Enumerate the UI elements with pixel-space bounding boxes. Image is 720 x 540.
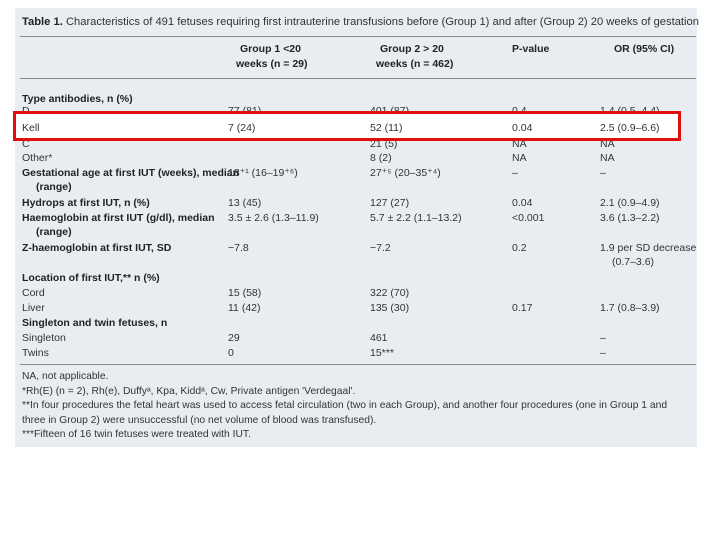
note: NA, not applicable.	[22, 371, 109, 382]
cell: 0.04	[512, 197, 533, 209]
cell: <0.001	[512, 212, 545, 224]
cell: NA	[600, 138, 615, 150]
rule	[20, 36, 696, 37]
row-label: Other*	[22, 152, 53, 164]
row-label: Type antibodies, n (%)	[22, 93, 133, 105]
highlight-box	[13, 111, 681, 141]
rule	[20, 78, 696, 79]
cell: NA	[512, 138, 527, 150]
cell: 0.2	[512, 242, 527, 254]
cell: 127 (27)	[370, 197, 410, 209]
row-label: Hydrops at first IUT, n (%)	[22, 197, 150, 209]
cell: 15 (58)	[228, 287, 262, 299]
column-header: weeks (n = 462)	[376, 58, 454, 70]
cell: 1.9 per SD decrease (0.7–3.6)	[600, 242, 697, 268]
cell: −7.8	[228, 242, 249, 254]
note: *Rh(E) (n = 2), Rh(e), Duffyᵃ, Kpa, Kidd…	[22, 385, 356, 397]
cell: NA	[512, 152, 527, 164]
cell: 13 (45)	[228, 197, 262, 209]
row-label: Singleton and twin fetuses, n	[22, 317, 168, 329]
cell: 322 (70)	[370, 287, 410, 299]
row-label: Z-haemoglobin at first IUT, SD	[22, 242, 172, 254]
note: ***Fifteen of 16 twin fetuses were treat…	[22, 429, 251, 440]
row-label: Kell	[22, 122, 40, 134]
cell: −7.2	[370, 242, 391, 254]
cell: 135 (30)	[370, 302, 410, 314]
cell: 3.5 ± 2.6 (1.3–11.9)	[228, 212, 319, 224]
row-label: Liver	[22, 302, 45, 314]
column-header: Group 1 <20	[240, 43, 301, 55]
cell: 7 (24)	[228, 122, 256, 134]
row-label: Cord	[22, 287, 45, 299]
cell: 2.5 (0.9–6.6)	[600, 122, 660, 134]
cell: 0.17	[512, 302, 533, 314]
cell: 8 (2)	[370, 152, 392, 164]
cell: 11 (42)	[228, 302, 261, 314]
caption-text: Characteristics of 491 fetuses requiring…	[65, 16, 699, 28]
cell: 52 (11)	[370, 122, 403, 134]
cell: –	[512, 167, 518, 179]
cell: 21 (5)	[370, 138, 398, 150]
row-label: Location of first IUT,** n (%)	[22, 272, 160, 284]
row-label: Haemoglobin at first IUT (g/dl), median …	[22, 212, 215, 238]
cell: 3.6 (1.3–2.2)	[600, 212, 660, 224]
row-label: Singleton	[22, 332, 66, 344]
note: **In four procedures the fetal heart was…	[22, 400, 668, 426]
cell: 2.1 (0.9–4.9)	[600, 197, 660, 209]
row-label: Gestational age at first IUT (weeks), me…	[22, 167, 240, 193]
cell: 0	[228, 347, 234, 359]
column-header: Group 2 > 20	[380, 43, 444, 55]
cell: 29	[228, 332, 240, 344]
caption-label: Table 1.	[22, 16, 63, 28]
row-label: Twins	[22, 347, 49, 359]
column-header: weeks (n = 29)	[236, 58, 308, 70]
cell: 15***	[370, 347, 394, 359]
rule	[20, 364, 696, 365]
cell: 27⁺⁵ (20–35⁺⁴)	[370, 167, 441, 179]
cell: 5.7 ± 2.2 (1.1–13.2)	[370, 212, 462, 224]
cell: –	[600, 167, 606, 179]
row-label: C	[22, 138, 30, 150]
table-panel	[15, 8, 697, 447]
cell: 461	[370, 332, 388, 344]
cell: –	[600, 347, 606, 359]
column-header: OR (95% CI)	[614, 43, 675, 55]
cell: 18⁺¹ (16–19⁺⁶)	[228, 167, 298, 179]
cell: 0.04	[512, 122, 533, 134]
cell: 1.7 (0.8–3.9)	[600, 302, 660, 314]
cell: NA	[600, 152, 615, 164]
caption: Table 1. Characteristics of 491 fetuses …	[22, 15, 699, 29]
notes: NA, not applicable. *Rh(E) (n = 2), Rh(e)…	[22, 370, 690, 443]
column-header: P-value	[512, 43, 550, 55]
cell: –	[600, 332, 606, 344]
